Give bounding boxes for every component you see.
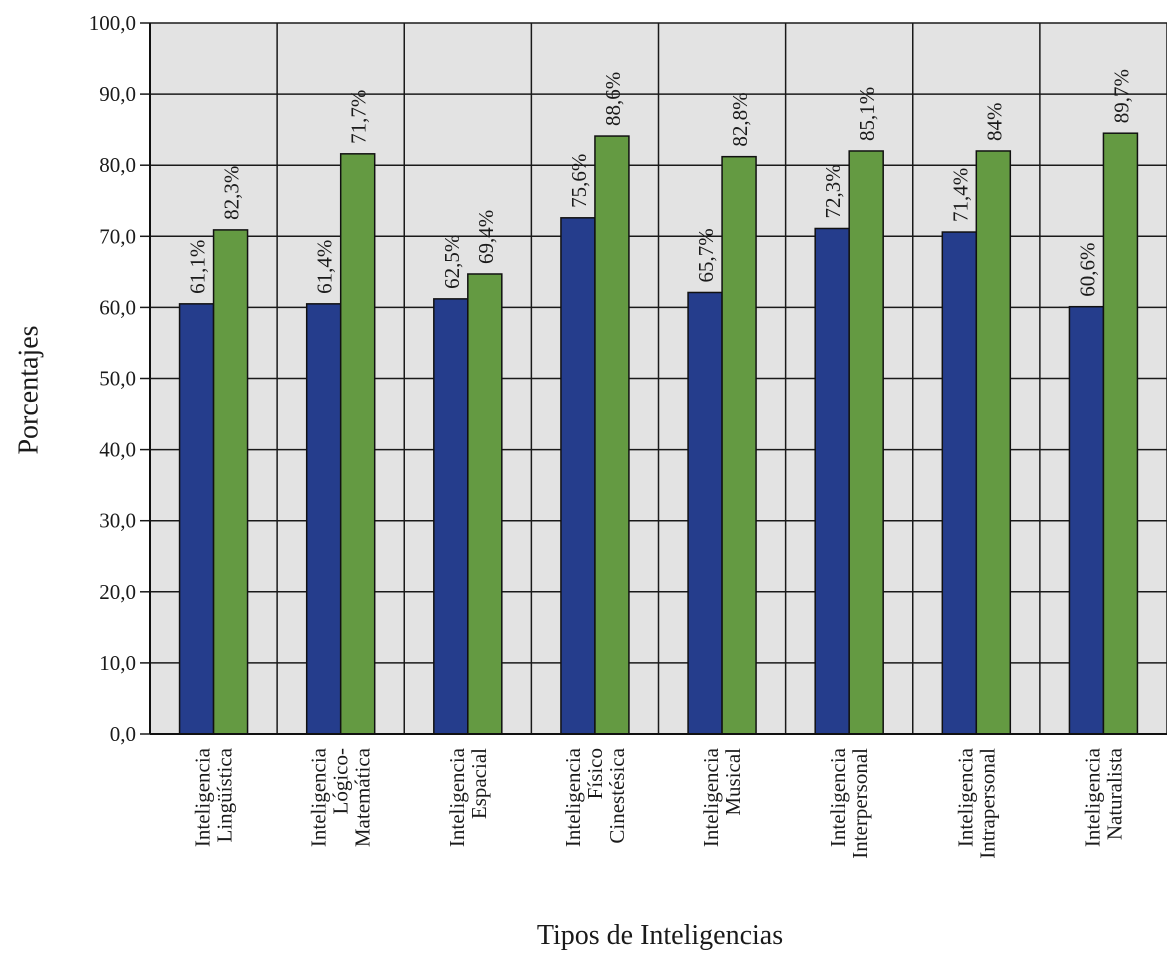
x-tick-label: Cinestésica — [605, 747, 629, 843]
x-tick-label: Lógico- — [329, 748, 353, 814]
bar-series-2 — [339, 153, 376, 735]
bar-series-1 — [814, 227, 850, 735]
x-tick-label: Físico — [583, 748, 607, 799]
bar-series-2 — [594, 135, 630, 735]
x-tick-label: Musical — [721, 748, 745, 816]
data-label: 75,6% — [567, 154, 591, 208]
x-tick-label: Inteligencia — [1080, 747, 1104, 847]
x-tick-label: Matemática — [351, 747, 375, 847]
y-tick-label: 40,0 — [99, 438, 136, 462]
x-axis-title: Tipos de Inteligencias — [536, 920, 784, 951]
y-tick-label: 90,0 — [99, 82, 136, 106]
x-tick-label: Lingüística — [213, 747, 237, 842]
x-tick-label: Inteligencia — [445, 747, 469, 847]
y-axis-label: Porcentajes — [10, 300, 50, 480]
y-tick-label: 0,0 — [110, 722, 136, 746]
bar-series-2 — [848, 150, 884, 735]
bar-series-1 — [1068, 305, 1105, 735]
y-tick-label: 20,0 — [99, 580, 136, 604]
x-tick-label: Inteligencia — [953, 747, 977, 847]
data-label: 65,7% — [694, 228, 718, 282]
bar-series-1 — [433, 298, 469, 735]
bar-series-2 — [212, 229, 249, 735]
data-label: 71,4% — [948, 168, 972, 222]
y-tick-label: 70,0 — [99, 224, 136, 248]
data-label: 61,4% — [313, 240, 337, 294]
bar-series-1 — [560, 217, 596, 735]
data-label: 71,7% — [347, 90, 371, 144]
data-label: 60,6% — [1075, 242, 1099, 296]
data-label: 82,3% — [220, 166, 244, 220]
data-label: 84% — [982, 102, 1006, 141]
data-label: 88,6% — [601, 72, 625, 126]
y-tick-label: 50,0 — [99, 367, 136, 391]
y-tick-label: 10,0 — [99, 651, 136, 675]
bar-series-2 — [467, 273, 503, 735]
bar-series-1 — [305, 303, 342, 735]
x-tick-label: Inteligencia — [699, 747, 723, 847]
data-label: 62,5% — [440, 235, 464, 289]
y-tick-label: 30,0 — [99, 509, 136, 533]
x-tick-label: Espacial — [467, 748, 491, 819]
bar-series-2 — [1102, 132, 1139, 735]
y-axis-title: Porcentajes — [14, 325, 45, 455]
data-label: 69,4% — [474, 210, 498, 264]
x-tick-label: Intrapersonal — [975, 748, 999, 859]
x-tick-label: Naturalista — [1102, 747, 1126, 840]
data-label: 82,8% — [728, 92, 752, 146]
bar-series-1 — [687, 291, 723, 735]
bar-series-1 — [178, 303, 215, 735]
bar-series-2 — [721, 155, 757, 735]
bar-series-1 — [941, 231, 978, 735]
x-tick-label: Interpersonal — [848, 748, 872, 859]
y-tick-label: 100,0 — [89, 11, 136, 35]
bar-series-2 — [975, 150, 1012, 735]
x-tick-label: Inteligencia — [191, 747, 215, 847]
x-tick-label: Inteligencia — [561, 747, 585, 847]
data-label: 61,1% — [186, 240, 210, 294]
data-label: 72,3% — [821, 164, 845, 218]
x-tick-label: Inteligencia — [826, 747, 850, 847]
y-tick-label: 80,0 — [99, 153, 136, 177]
y-tick-label: 60,0 — [99, 295, 136, 319]
data-label: 85,1% — [855, 87, 879, 141]
data-label: 89,7% — [1109, 69, 1133, 123]
x-tick-label: Inteligencia — [307, 747, 331, 847]
